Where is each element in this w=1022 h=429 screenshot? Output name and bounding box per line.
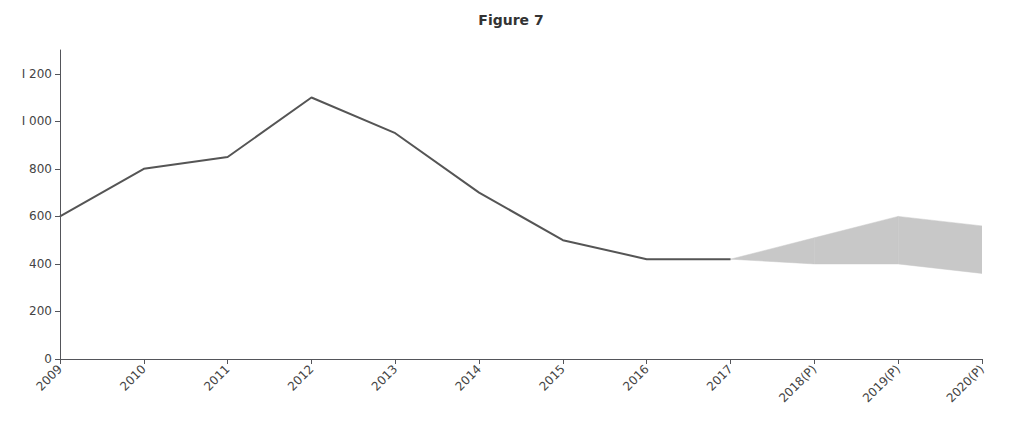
svg-text:800: 800 [29, 162, 52, 176]
svg-text:2013: 2013 [369, 362, 400, 393]
svg-text:2014: 2014 [453, 362, 484, 393]
svg-text:2011: 2011 [201, 362, 232, 393]
svg-text:2009: 2009 [33, 362, 64, 393]
svg-text:2015: 2015 [536, 362, 567, 393]
svg-text:2017: 2017 [704, 362, 735, 393]
svg-text:2020(P): 2020(P) [944, 362, 987, 405]
svg-text:0: 0 [44, 352, 52, 366]
svg-text:2012: 2012 [285, 362, 316, 393]
svg-text:2018(P): 2018(P) [776, 362, 819, 405]
svg-text:2016: 2016 [620, 362, 651, 393]
svg-text:400: 400 [29, 257, 52, 271]
svg-text:600: 600 [29, 209, 52, 223]
svg-text:I 200: I 200 [22, 67, 52, 81]
svg-text:2010: 2010 [117, 362, 148, 393]
svg-text:I 000: I 000 [22, 114, 52, 128]
svg-text:Figure 7: Figure 7 [478, 12, 543, 28]
svg-text:2019(P): 2019(P) [860, 362, 903, 405]
svg-text:200: 200 [29, 304, 52, 318]
